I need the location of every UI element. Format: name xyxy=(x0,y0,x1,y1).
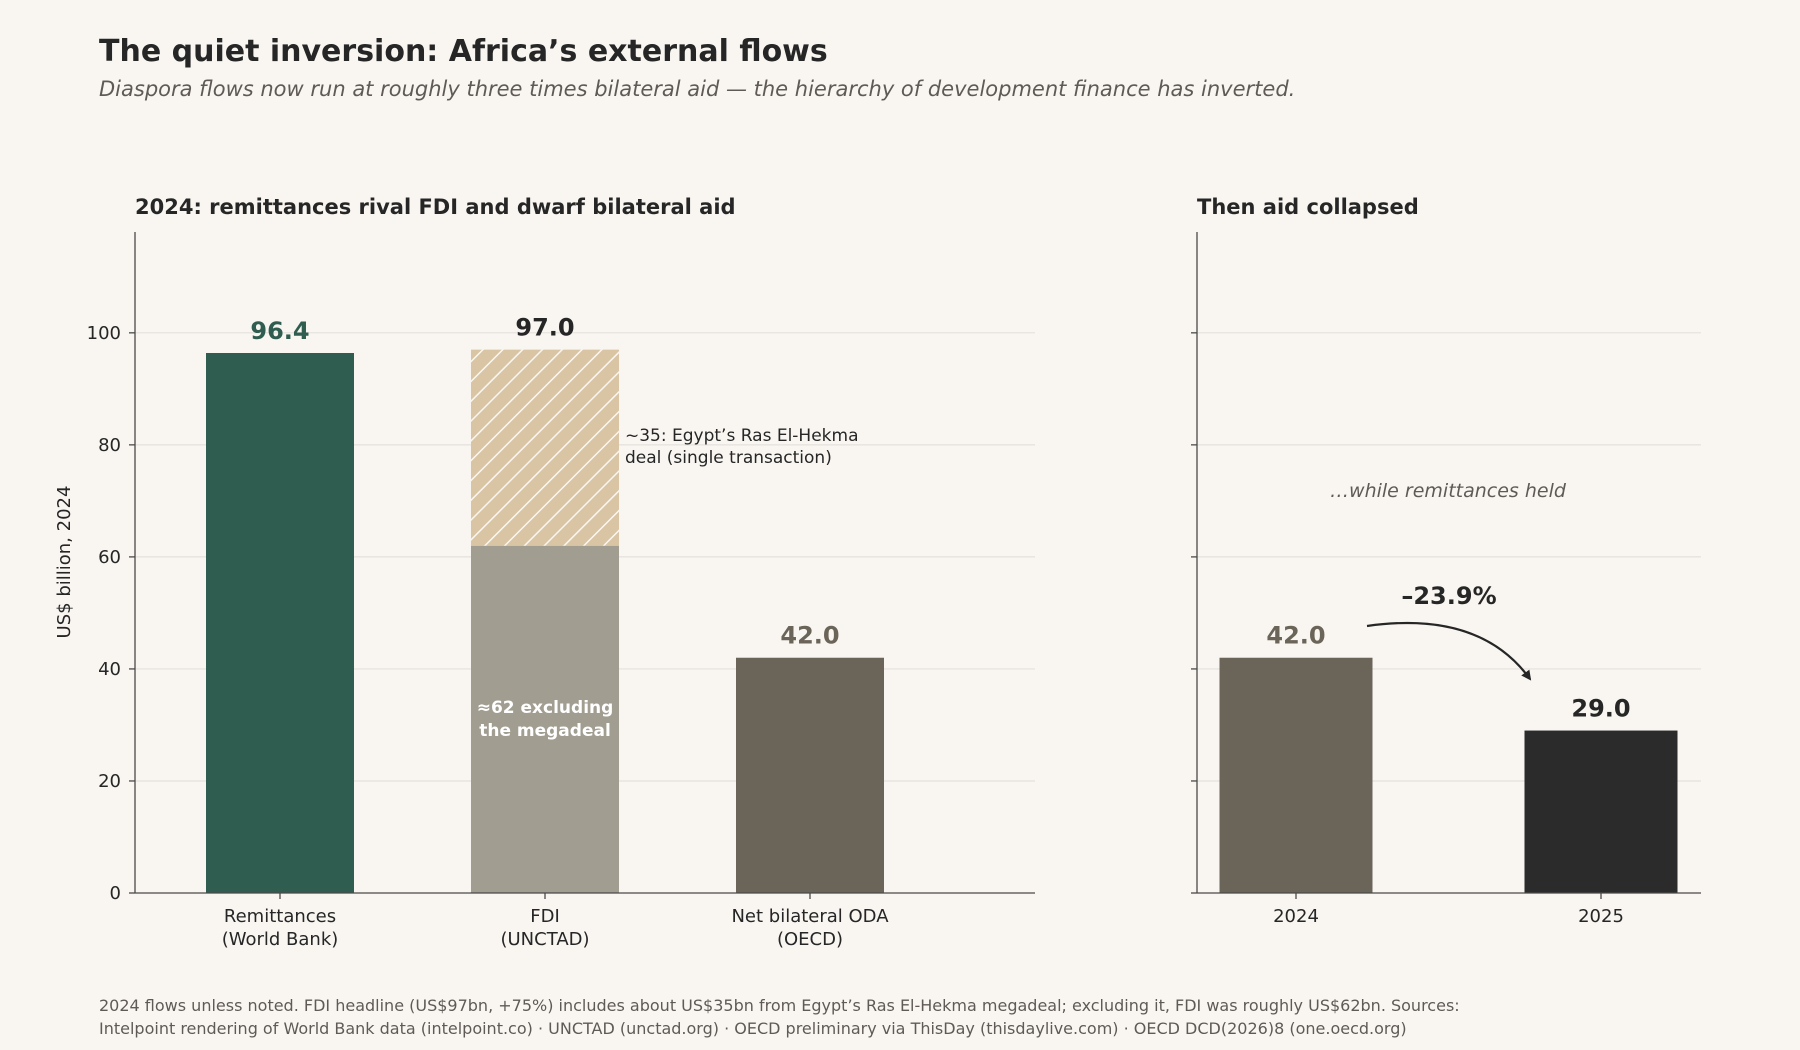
bar-segment xyxy=(736,657,884,893)
fdi-base-annotation-line2: the megadeal xyxy=(479,721,611,741)
decline-arrow xyxy=(1366,621,1532,681)
left-y-tick-label: 40 xyxy=(98,659,121,680)
fdi-base-annotation-line1: ≈62 excluding xyxy=(477,698,614,718)
x-tick-label: (World Bank) xyxy=(222,929,339,950)
bar-value-label: 42.0 xyxy=(780,622,839,650)
megadeal-annotation-line1: ~35: Egypt’s Ras El-Hekma xyxy=(625,426,859,446)
right-panel-title: Then aid collapsed xyxy=(1197,195,1419,219)
bar xyxy=(1219,657,1373,893)
left-x-ticks: Remittances(World Bank) FDI(UNCTAD) Net bi… xyxy=(222,893,889,950)
bar-value-label: 29.0 xyxy=(1571,695,1630,723)
bar-segment xyxy=(206,352,354,894)
y-axis-label: US$ billion, 2024 xyxy=(54,486,75,639)
x-tick-label: (OECD) xyxy=(777,929,843,950)
left-y-tick-label: 0 xyxy=(110,883,121,904)
panel-right: Then aid collapsed 42.0 29.0 2024 2025 …wh… xyxy=(1191,195,1701,927)
bar-value-label: 97.0 xyxy=(515,314,574,342)
left-panel-title: 2024: remittances rival FDI and dwarf bi… xyxy=(135,195,736,219)
x-tick-label: FDI xyxy=(530,906,560,927)
right-bars: 42.0 29.0 xyxy=(1219,622,1678,893)
left-y-ticks: 0 20 40 60 80 100 xyxy=(87,232,1035,904)
right-y-ticks xyxy=(1191,232,1701,894)
right-x-ticks: 2024 2025 xyxy=(1273,893,1624,927)
left-y-tick-label: 60 xyxy=(98,547,121,568)
bar-value-label: 96.4 xyxy=(250,317,309,345)
footer-line1: 2024 flows unless noted. FDI headline (U… xyxy=(99,996,1460,1015)
x-tick-label: (UNCTAD) xyxy=(500,929,589,950)
panel-left: 2024: remittances rival FDI and dwarf bi… xyxy=(54,195,1035,950)
bar-segment xyxy=(471,545,619,893)
bar xyxy=(1524,730,1678,893)
x-tick-label: Remittances xyxy=(224,906,336,927)
x-tick-label: 2025 xyxy=(1578,906,1624,927)
footer-line2: Intelpoint rendering of World Bank data … xyxy=(99,1019,1407,1038)
megadeal-annotation-line2: deal (single transaction) xyxy=(625,448,832,468)
bar-segment xyxy=(471,349,619,546)
x-tick-label: 2024 xyxy=(1273,906,1319,927)
x-tick-label: Net bilateral ODA xyxy=(731,906,889,927)
remittances-held-note: …while remittances held xyxy=(1330,480,1567,502)
left-y-tick-label: 20 xyxy=(98,771,121,792)
chart-title: The quiet inversion: Africa’s external f… xyxy=(99,34,828,69)
bar-value-label: 42.0 xyxy=(1266,622,1325,650)
chart-subtitle: Diaspora flows now run at roughly three … xyxy=(99,77,1295,101)
left-y-tick-label: 80 xyxy=(98,435,121,456)
aid-change-percent: –23.9% xyxy=(1401,582,1496,610)
left-y-tick-label: 100 xyxy=(87,323,121,344)
left-bars: 96.4 97.0 42.0 xyxy=(206,314,884,894)
